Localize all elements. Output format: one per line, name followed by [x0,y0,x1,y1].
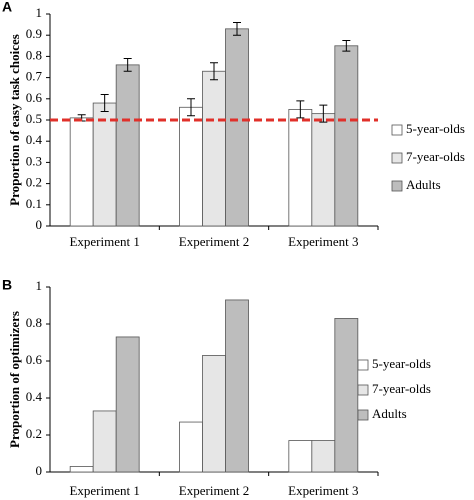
bar [334,318,359,473]
bar [311,440,336,473]
panel-label: A [2,0,12,15]
x-tick-label: Experiment 3 [288,483,358,498]
y-tick-label: 0 [36,463,43,478]
bar [225,299,249,473]
error-bar [210,62,218,81]
panel-label: B [2,277,12,293]
bar [288,440,313,473]
legend-label: 7-year-olds [406,149,465,164]
bar [69,117,94,227]
x-tick-label: Experiment 1 [69,483,139,498]
y-tick-label: 0.2 [26,175,42,190]
y-axis-title: Proportion of easy task choices [7,34,22,206]
bar [69,466,94,473]
y-tick-label: 0.1 [26,196,42,211]
bar [115,64,140,227]
bar [334,45,359,227]
error-bar [187,98,195,117]
x-tick-label: Experiment 3 [288,234,358,249]
y-axis-title: Proportion of optimizers [7,311,22,448]
bar [288,109,313,227]
error-bar [296,100,305,119]
legend-swatch [357,359,369,371]
error-bar [233,21,241,36]
y-tick-label: 1 [36,278,43,293]
y-tick-label: 0.4 [26,389,43,404]
y-tick-label: 0.6 [26,90,43,105]
error-bar [123,58,132,72]
x-tick-label: Experiment 2 [179,234,249,249]
bar [179,421,203,473]
legend-swatch [357,384,369,396]
legend-swatch [357,409,369,421]
y-tick-label: 0.9 [26,26,42,41]
legend-label: Adults [372,406,407,421]
y-tick-label: 0.5 [26,111,42,126]
bar [92,410,117,473]
bar [311,113,336,227]
x-tick-label: Experiment 2 [179,483,249,498]
error-bar [319,104,328,123]
y-tick-label: 0.7 [26,69,43,84]
y-tick-label: 0.8 [26,47,42,62]
y-tick-label: 0.6 [26,352,43,367]
legend-swatch [391,152,403,164]
y-tick-label: 0.3 [26,153,42,168]
legend-swatch [391,180,403,192]
y-tick-label: 1 [36,5,43,20]
y-tick-label: 0.8 [26,315,42,330]
x-tick-label: Experiment 1 [69,234,139,249]
legend-label: Adults [406,177,441,192]
bar [225,28,249,227]
bar [179,106,203,227]
legend-label: 5-year-olds [406,121,465,136]
y-tick-label: 0 [36,217,43,232]
y-tick-label: 0.4 [26,132,43,147]
bar [202,70,226,227]
y-tick-label: 0.2 [26,426,42,441]
legend-label: 7-year-olds [372,381,431,396]
error-bar [100,94,109,113]
legend-label: 5-year-olds [372,356,431,371]
legend-swatch [391,124,403,136]
error-bar [342,40,351,52]
bar [115,336,140,473]
bar [202,355,226,473]
